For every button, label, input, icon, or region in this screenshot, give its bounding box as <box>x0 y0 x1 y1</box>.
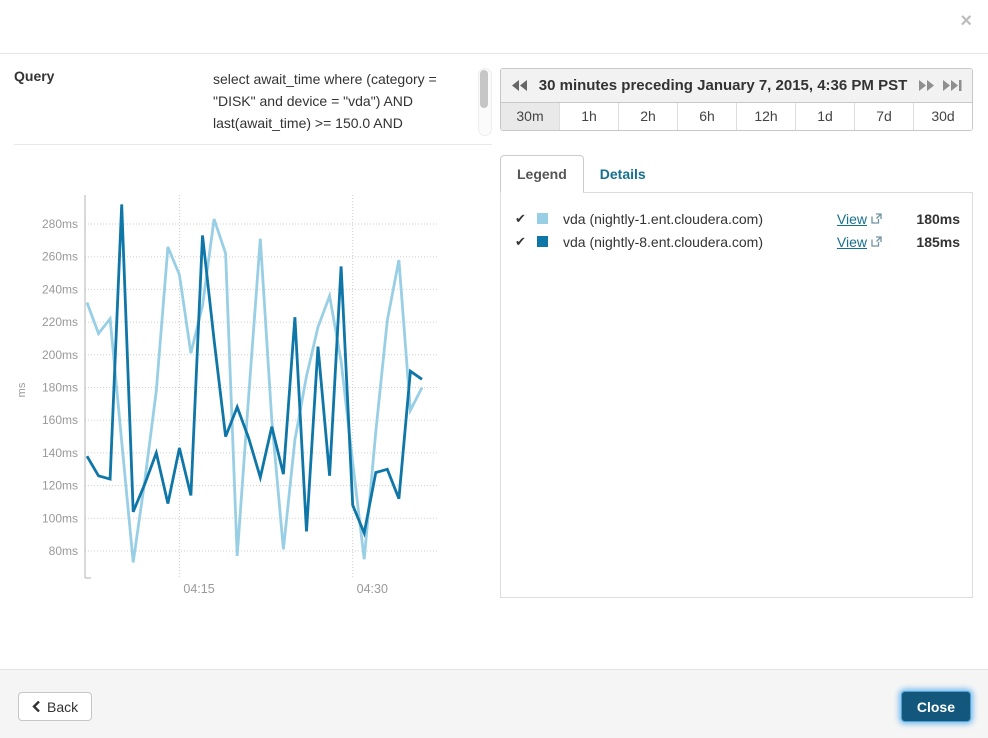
query-row: Query select await_time where (category … <box>14 53 492 145</box>
y-axis-tick-label: 160ms <box>42 413 78 427</box>
right-panel: 30 minutes preceding January 7, 2015, 4:… <box>500 53 973 598</box>
y-axis-tick-label: 240ms <box>42 282 78 296</box>
query-section: Query select await_time where (category … <box>14 53 492 145</box>
external-link-icon <box>871 211 882 227</box>
tab-details[interactable]: Details <box>599 166 646 182</box>
y-axis-tick-label: 80ms <box>49 544 78 558</box>
time-range-buttons: 30m 1h 2h 6h 12h 1d 7d 30d <box>501 102 972 130</box>
series-line <box>85 204 423 538</box>
back-button[interactable]: Back <box>18 692 93 721</box>
view-link[interactable]: View <box>836 210 867 227</box>
range-button-30m[interactable]: 30m <box>501 103 559 130</box>
y-axis-tick-label: 260ms <box>42 250 78 264</box>
series-current-value: 185ms <box>916 233 960 250</box>
modal-header: × <box>0 0 988 54</box>
view-link[interactable]: View <box>836 233 867 250</box>
range-button-6h[interactable]: 6h <box>677 103 736 130</box>
external-link-icon <box>871 234 882 250</box>
range-button-12h[interactable]: 12h <box>736 103 795 130</box>
range-button-7d[interactable]: 7d <box>854 103 913 130</box>
y-axis-tick-label: 200ms <box>42 348 78 362</box>
x-axis-tick-label: 04:30 <box>357 582 388 596</box>
legend-rows: ✔ vda (nightly-1.ent.cloudera.com) View 180… <box>501 193 972 253</box>
skip-to-end-icon[interactable] <box>943 80 962 91</box>
series-line <box>85 218 424 563</box>
series-name: vda (nightly-8.ent.cloudera.com) <box>563 233 763 250</box>
legend-row: ✔ vda (nightly-1.ent.cloudera.com) View 180… <box>515 207 960 230</box>
range-button-30d[interactable]: 30d <box>913 103 972 130</box>
range-button-1d[interactable]: 1d <box>795 103 854 130</box>
await-time-chart[interactable]: 80ms 100ms 120ms 140ms 160ms 180ms 200ms 220ms 2… <box>0 185 460 603</box>
y-axis-tick-label: 140ms <box>42 446 78 460</box>
y-axis-tick-label: 180ms <box>42 381 78 395</box>
query-scrollbar-thumb[interactable] <box>480 70 488 108</box>
range-button-1h[interactable]: 1h <box>559 103 618 130</box>
fast-forward-icon[interactable] <box>919 80 935 91</box>
x-axis-tick-label: 04:15 <box>183 582 214 596</box>
close-button[interactable]: Close <box>900 691 971 722</box>
tab-legend[interactable]: Legend <box>500 155 584 193</box>
legend-row: ✔ vda (nightly-8.ent.cloudera.com) View 185… <box>515 230 960 253</box>
series-color-swatch <box>537 213 548 224</box>
y-axis-tick-label: 120ms <box>42 479 78 493</box>
series-checkmark-icon[interactable]: ✔ <box>515 210 526 226</box>
y-axis-tick-label: 100ms <box>42 511 78 525</box>
time-range-header: 30 minutes preceding January 7, 2015, 4:… <box>501 69 972 102</box>
series-checkmark-icon[interactable]: ✔ <box>515 233 526 249</box>
series-current-value: 180ms <box>916 210 960 227</box>
close-icon[interactable]: × <box>960 10 972 32</box>
back-button-label: Back <box>47 698 79 715</box>
query-label: Query <box>14 68 55 84</box>
skip-back-icon[interactable] <box>511 80 527 91</box>
time-range-title: 30 minutes preceding January 7, 2015, 4:… <box>538 77 908 94</box>
y-axis-tick-label: 280ms <box>42 217 78 231</box>
range-button-2h[interactable]: 2h <box>618 103 677 130</box>
tab-bar: Legend Details <box>500 155 973 193</box>
series-color-swatch <box>537 236 548 247</box>
query-text: select await_time where (category = "DIS… <box>213 71 437 131</box>
legend-panel: ✔ vda (nightly-1.ent.cloudera.com) View 180… <box>500 192 973 598</box>
y-axis-unit-label: ms <box>16 382 28 397</box>
query-scrollbar[interactable] <box>478 68 492 136</box>
series-name: vda (nightly-1.ent.cloudera.com) <box>563 210 763 227</box>
time-range-selector: 30 minutes preceding January 7, 2015, 4:… <box>500 68 973 131</box>
modal-footer: Back Close <box>0 669 988 738</box>
chevron-left-icon <box>32 701 40 712</box>
y-axis-tick-label: 220ms <box>42 315 78 329</box>
query-value: select await_time where (category = "DIS… <box>213 68 492 136</box>
